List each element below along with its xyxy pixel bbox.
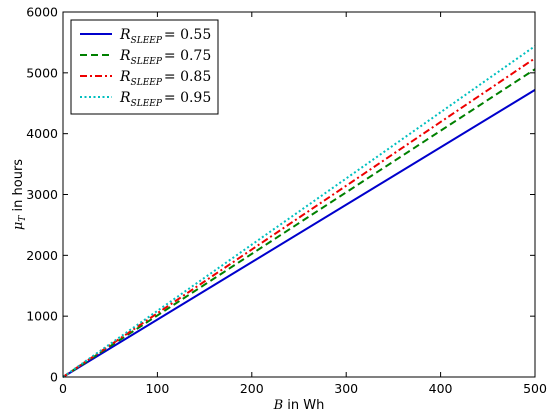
legend-subscript: SLEEP bbox=[131, 99, 163, 109]
legend-value: = 0.55 bbox=[164, 27, 211, 43]
legend-value: = 0.75 bbox=[164, 48, 211, 64]
y-tick-label: 4000 bbox=[26, 126, 58, 141]
x-tick-label: 500 bbox=[523, 381, 547, 396]
series-line-3 bbox=[62, 57, 536, 378]
series-line-4 bbox=[62, 45, 536, 378]
y-tick-label: 3000 bbox=[26, 187, 58, 202]
legend-symbol: R bbox=[119, 90, 131, 106]
legend-subscript: SLEEP bbox=[131, 78, 163, 88]
legend-value: = 0.85 bbox=[164, 69, 211, 85]
y-tick-label: 6000 bbox=[26, 5, 58, 20]
x-axis-label-text: in Wh bbox=[283, 398, 324, 413]
axis-ticks: 0 100 200 300 400 500010002000300040005000600… bbox=[26, 5, 547, 397]
series-layer bbox=[62, 45, 536, 378]
x-axis-label-symbol: B bbox=[273, 398, 284, 413]
y-tick-label: 5000 bbox=[26, 65, 58, 80]
legend-value: = 0.95 bbox=[164, 90, 211, 106]
y-axis-label: μT in hours bbox=[11, 159, 28, 230]
legend-entry-3: RSLEEP = 0.85 bbox=[119, 69, 211, 88]
y-tick-label: 2000 bbox=[26, 248, 58, 263]
legend-symbol: R bbox=[119, 69, 131, 85]
legend-box bbox=[70, 19, 219, 115]
x-tick-label: 0 bbox=[59, 381, 67, 396]
legend-entry-2: RSLEEP = 0.75 bbox=[119, 48, 211, 67]
legend-entry-4: RSLEEP = 0.95 bbox=[119, 90, 211, 109]
y-axis-label-text: in hours bbox=[11, 159, 26, 216]
y-tick-label: 1000 bbox=[26, 309, 58, 324]
series-line-1 bbox=[62, 89, 536, 378]
y-tick-label: 0 bbox=[50, 370, 58, 385]
y-axis-label-symbol: μ bbox=[11, 222, 26, 230]
x-tick-label: 200 bbox=[240, 381, 264, 396]
series-line-2 bbox=[62, 68, 536, 378]
x-tick-label: 100 bbox=[145, 381, 169, 396]
x-tick-label: 300 bbox=[334, 381, 358, 396]
legend-entry-1: RSLEEP = 0.55 bbox=[119, 27, 211, 46]
x-axis-label: B in Wh bbox=[273, 398, 325, 413]
x-tick-label: 400 bbox=[429, 381, 453, 396]
legend-subscript: SLEEP bbox=[131, 36, 163, 46]
legend-subscript: SLEEP bbox=[131, 57, 163, 67]
legend-symbol: R bbox=[119, 27, 131, 43]
y-axis-label-subscript: T bbox=[18, 215, 28, 222]
legend-symbol: R bbox=[119, 48, 131, 64]
